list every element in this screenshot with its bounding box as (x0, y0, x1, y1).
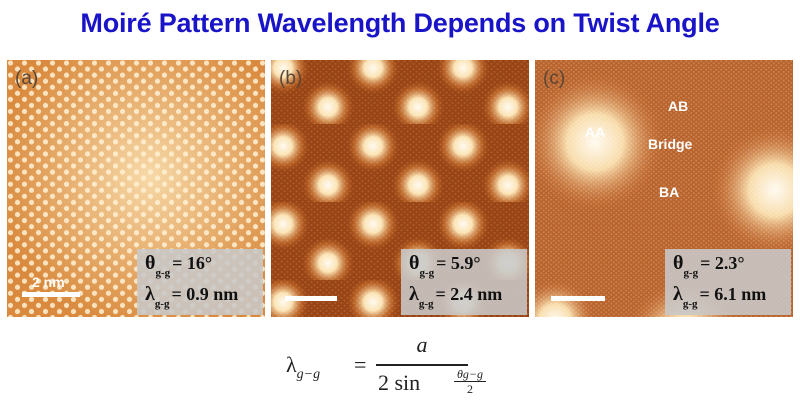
theta-readout-a: θg-g = 16° (145, 252, 213, 279)
stm-image-b (271, 60, 529, 317)
stm-image-panel-b: (b) θg-g = 5.9° λg-g = 2.4 nm (271, 60, 529, 317)
scale-bar-b (285, 296, 337, 301)
formula-lhs: λg−g (286, 352, 321, 382)
theta-readout-c: θg-g = 2.3° (673, 252, 745, 279)
stm-image-a (7, 60, 265, 317)
region-label-ba: BA (659, 184, 680, 200)
panel-label-a: (a) (15, 68, 39, 89)
panel-label-c: (c) (543, 68, 566, 89)
info-box-b: θg-g = 5.9° λg-g = 2.4 nm (401, 249, 527, 315)
scale-bar-a (22, 292, 80, 297)
info-box-a: θg-g = 16° λg-g = 0.9 nm (137, 249, 263, 315)
panel-label-b: (b) (279, 68, 303, 89)
lambda-readout-a: λg-g = 0.9 nm (145, 283, 239, 310)
region-label-ab: AB (668, 98, 689, 114)
scale-bar-c (551, 296, 605, 301)
stm-image-panel-c: (c) AA AB Bridge BA θg-g = 2.3° λg-g = 6.1… (535, 60, 793, 317)
formula-inner-fraction: θg−g 2 (452, 368, 488, 395)
formula-fraction-bar (376, 364, 468, 366)
formula-numerator: a (416, 332, 428, 357)
info-box-c: θg-g = 2.3° λg-g = 6.1 nm (665, 249, 791, 315)
page-title: Moiré Pattern Wavelength Depends on Twis… (80, 8, 720, 38)
region-label-aa: AA (585, 124, 606, 140)
formula-equals: = (354, 352, 367, 377)
wavelength-formula: λg−g = a 2 sin θg−g 2 (286, 330, 506, 400)
theta-readout-b: θg-g = 5.9° (409, 252, 481, 279)
stm-image-panel-a: (a) 2 nm θg-g = 16° λg-g = 0.9 nm (7, 60, 265, 317)
scale-bar-label: 2 nm (32, 274, 65, 290)
lambda-readout-c: λg-g = 6.1 nm (673, 283, 767, 310)
lambda-readout-b: λg-g = 2.4 nm (409, 283, 503, 310)
formula-denominator: 2 sin (378, 370, 421, 395)
region-label-bridge: Bridge (648, 136, 693, 152)
